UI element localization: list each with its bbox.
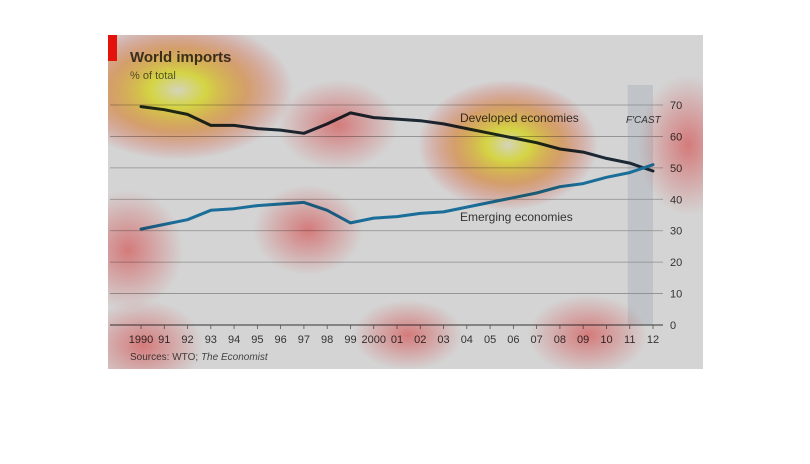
x-axis: 1990 91 92 93 94 95 96 97 98 99 2000 01 02 03 04 05 06 07…: [129, 325, 659, 346]
data-point: [582, 182, 584, 185]
data-point: [466, 206, 468, 208]
y-tick-label: 40: [670, 194, 682, 206]
heat-spot: [253, 185, 363, 275]
y-tick-label: 50: [670, 163, 682, 175]
gridlines: [110, 104, 663, 326]
y-tick-label: 60: [670, 131, 682, 143]
x-tick-label: 93: [205, 334, 217, 346]
data-point: [186, 218, 189, 221]
heat-spot: [278, 80, 398, 170]
data-point: [535, 141, 538, 144]
x-tick-label: 08: [554, 334, 566, 346]
data-point: [559, 185, 561, 188]
y-tick-label: 20: [670, 257, 682, 269]
chart-title: World imports: [130, 49, 231, 66]
y-tick-label: 10: [670, 289, 682, 301]
data-point: [256, 127, 259, 130]
data-point: [163, 223, 166, 226]
x-tick-label: 11: [624, 334, 635, 346]
data-point: [466, 127, 468, 130]
x-tick-label: 2000: [361, 334, 385, 346]
x-tick-label: 92: [181, 334, 193, 346]
x-tick-label: 95: [251, 334, 263, 346]
y-tick-label: 0: [670, 320, 676, 332]
data-point: [372, 217, 375, 219]
data-point: [163, 108, 166, 111]
data-point: [605, 157, 608, 160]
x-tick-label: 12: [647, 334, 659, 346]
data-point: [326, 209, 328, 212]
x-tick-label: 96: [275, 334, 287, 346]
y-axis: 0 10 20 30 40 50 60 70: [670, 100, 682, 332]
x-tick-label: 99: [344, 334, 356, 346]
series-label-developed: Developed economies: [460, 111, 579, 125]
data-point: [279, 203, 282, 205]
x-tick-label: 97: [298, 334, 310, 346]
x-tick-label: 02: [414, 334, 426, 346]
x-tick-label: 09: [577, 334, 589, 346]
data-point: [140, 105, 142, 108]
data-point: [489, 132, 491, 135]
data-point: [186, 113, 189, 116]
heat-spot: [418, 80, 598, 210]
y-tick-label: 30: [670, 226, 682, 238]
forecast-label: F'CAST: [626, 115, 662, 126]
x-tick-label: 06: [507, 334, 519, 346]
series-label-emerging: Emerging economies: [460, 210, 573, 224]
x-tick-label: 10: [600, 334, 612, 346]
data-point: [559, 148, 561, 150]
brand-tab: [108, 35, 117, 61]
data-point: [303, 201, 305, 204]
heatmap-overlay: [108, 35, 703, 369]
data-point: [279, 129, 282, 131]
x-tick-label: 03: [437, 334, 449, 346]
data-point: [628, 171, 631, 174]
x-tick-label: 01: [391, 334, 403, 346]
data-point: [349, 222, 352, 224]
heat-spot: [108, 190, 183, 310]
data-point: [442, 211, 445, 213]
data-point: [628, 162, 631, 164]
x-tick-label: 98: [321, 334, 333, 346]
data-point: [349, 112, 352, 114]
data-point: [512, 137, 515, 139]
data-point: [372, 116, 375, 119]
data-point: [233, 207, 235, 210]
data-point: [419, 119, 422, 122]
data-point: [140, 228, 142, 230]
data-point: [303, 132, 305, 135]
data-point: [535, 192, 538, 194]
chart-subtitle: % of total: [130, 70, 176, 82]
x-tick-label: 04: [461, 334, 473, 346]
data-point: [233, 124, 235, 127]
series-line-emerging: [139, 163, 655, 231]
data-point: [652, 170, 654, 172]
data-point: [512, 196, 515, 199]
source-prefix: Sources: WTO;: [130, 352, 201, 363]
x-tick-label: 94: [228, 334, 240, 346]
data-point: [442, 123, 445, 125]
source-note: Sources: WTO; The Economist: [130, 352, 269, 363]
y-tick-label: 70: [670, 100, 682, 112]
x-tick-label: 91: [158, 334, 170, 346]
chart-panel: 0 10 20 30 40 50 60 70 1990 91 92 93 94 95 96 97 98 99 20…: [108, 35, 703, 369]
data-point: [489, 201, 491, 204]
data-point: [396, 118, 398, 120]
x-tick-label: 1990: [129, 334, 153, 346]
data-point: [582, 151, 584, 153]
data-point: [256, 204, 259, 207]
data-point: [605, 176, 608, 179]
data-point: [326, 123, 328, 125]
x-tick-label: 07: [531, 334, 543, 346]
data-point: [419, 212, 422, 215]
source-publication: The Economist: [201, 352, 269, 363]
data-point: [652, 163, 654, 166]
data-point: [210, 124, 212, 127]
x-tick-label: 05: [484, 334, 496, 346]
data-point: [396, 215, 398, 218]
data-point: [210, 209, 212, 212]
